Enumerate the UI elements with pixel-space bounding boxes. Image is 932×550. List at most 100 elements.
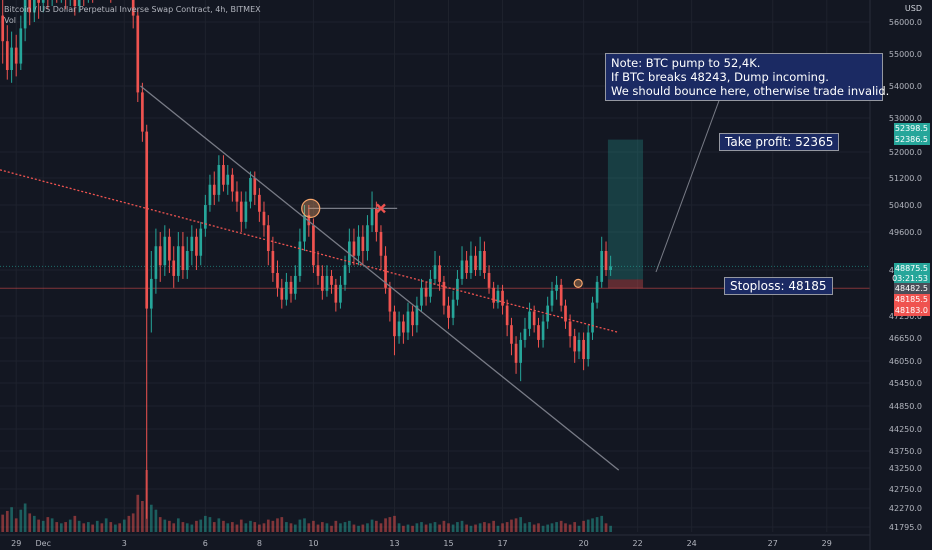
price-tag [894,134,930,145]
volume-label: Vol [4,16,16,25]
volume-bar [375,520,378,532]
candle-body [212,184,216,195]
volume-bar [600,515,604,532]
candle-body [226,174,230,185]
candle-body [307,215,311,226]
time-tick-label: 20 [579,539,589,548]
volume-bar [82,523,86,532]
candle-body [262,211,266,226]
volume-bar [334,520,338,532]
volume-bar [456,522,459,532]
stoploss-label[interactable]: Stoploss: 48185 [724,277,833,295]
candle-body [420,287,423,306]
note-line: We should bounce here, otherwise trade i… [611,84,890,98]
volume-bar [451,524,455,532]
volume-bar [190,524,194,532]
volume-bar [447,523,450,532]
price-tag-label: 52386.5 [895,135,928,144]
volume-bar [73,515,77,532]
volume-bar [546,524,550,532]
price-tick-label: 43750.0 [889,447,922,456]
price-tick-label: 50400.0 [889,201,922,210]
volume-bar [235,524,239,532]
volume-bar [212,522,216,532]
volume-bar [91,524,95,532]
price-tick-label: 46650.0 [889,334,922,343]
volume-bar [87,522,90,532]
time-tick-label: 3 [122,539,127,548]
volume-bar [32,515,36,532]
candle-body [366,225,369,251]
candle-body [244,201,248,222]
candle-body [406,311,410,333]
candle-body [303,215,306,242]
volume-bar [320,522,324,532]
stoploss-zone [607,279,644,289]
volume-bar [154,509,158,532]
volume-bar [312,520,315,532]
price-tick-label: 54000.0 [889,82,922,91]
time-tick-label: 27 [768,539,778,548]
volume-bar [541,525,545,532]
candle-body [249,178,252,202]
time-tick-label: 6 [203,539,208,548]
price-tag [894,305,930,316]
candle-body [469,255,473,273]
candle-body [487,272,491,288]
volume-bar [429,523,432,532]
volume-bar [217,518,221,532]
volume-bar [226,523,230,532]
candle-body [429,278,432,297]
highlight-circle-marker [573,278,583,288]
candle-body [19,28,23,64]
volume-bar [577,525,581,532]
take-profit-label[interactable]: Take profit: 52365 [719,133,840,151]
volume-bar [438,524,441,532]
candle-body [474,255,477,270]
volume-bar [357,525,360,532]
volume-bar [28,513,32,532]
candle-body [141,92,144,132]
candle-body [352,241,356,256]
candle-body [176,246,180,276]
volume-bar [50,518,54,532]
candle-body [595,281,599,303]
candle-body [276,272,279,288]
note-line: Note: BTC pump to 52,4K. [611,56,761,70]
candle-body [528,311,531,329]
volume-bar [100,523,104,532]
volume-bar [276,518,279,532]
candle-body [514,343,518,363]
symbol-title: Bitcoin / US Dollar Perpetual Inverse Sw… [4,5,261,14]
candle-body [14,47,18,64]
candle-body [460,260,464,279]
note-line: If BTC breaks 48243, Dump incoming. [611,70,829,84]
price-tag-label: 48875.5 [895,264,928,273]
volume-bar [104,518,108,532]
volume-bar [37,519,40,532]
candle-body [478,251,482,270]
candle-body [541,321,545,340]
volume-bar [555,522,558,532]
volume-bar [23,503,27,532]
volume-bar [266,519,270,532]
price-tick-label: 55000.0 [889,50,922,59]
volume-bar [420,522,423,532]
volume-bar [258,524,261,532]
volume-bar [95,520,99,532]
volume-bar [5,510,9,532]
candle-body [239,201,243,222]
candle-body [375,208,378,232]
candle-body [501,290,504,306]
volume-bar [185,523,189,532]
time-tick-label: 22 [633,539,643,548]
candle-body [496,290,500,303]
volume-bar [487,523,491,532]
volume-bar [424,524,428,532]
currency-label: USD [904,4,922,13]
note-annotation[interactable]: Note: BTC pump to 52,4K. If BTC breaks 4… [605,53,890,101]
candle-body [37,0,40,3]
candle-body [312,225,315,266]
candle-body [568,321,572,337]
